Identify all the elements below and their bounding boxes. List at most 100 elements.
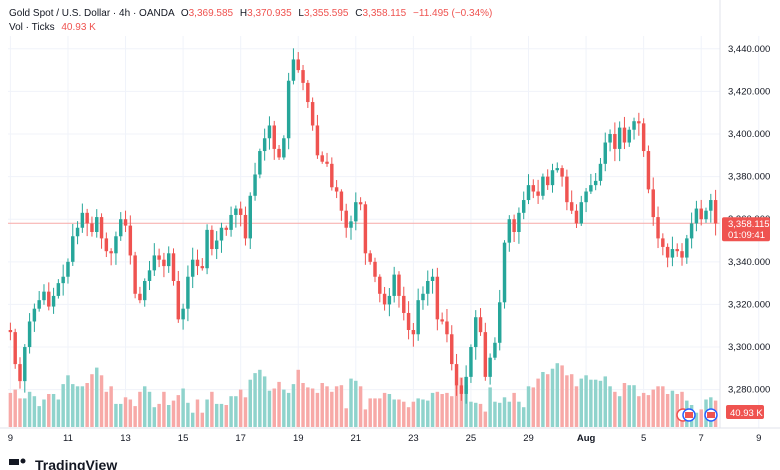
volume-bar	[464, 385, 468, 427]
candle-body	[502, 242, 507, 303]
volume-bar	[75, 386, 80, 427]
candle-body	[23, 347, 27, 382]
volume-bar	[402, 401, 406, 427]
volume-bar	[344, 408, 348, 427]
volume-bar	[195, 399, 200, 427]
candle-body	[109, 251, 113, 254]
candle-body	[42, 291, 46, 301]
volume-bar	[497, 402, 502, 427]
volume-bar	[574, 386, 579, 427]
volume-bar	[186, 402, 190, 427]
y-tick-label: 3,280.000	[728, 385, 770, 396]
volume-bar	[205, 399, 209, 427]
candle-body	[387, 295, 392, 305]
volume-indicator-label[interactable]: Vol · Ticks	[9, 22, 55, 33]
volume-bar	[560, 365, 564, 427]
candle-body	[119, 219, 123, 237]
volume-bar	[550, 368, 555, 427]
candle-body	[402, 295, 406, 313]
candle-body	[104, 238, 109, 252]
candle-body	[267, 125, 272, 139]
candle-body	[474, 317, 478, 348]
open-value: 3,369.585	[189, 8, 234, 19]
candle-body	[694, 208, 699, 224]
candle-body	[214, 240, 219, 250]
candle-body	[133, 255, 137, 294]
candle-body	[51, 295, 56, 307]
legend: Gold Spot / U.S. Dollar · 4h · OANDA O3,…	[9, 8, 492, 33]
x-tick-label: 15	[178, 433, 189, 444]
volume-bar	[248, 379, 252, 427]
candle-body	[32, 308, 37, 322]
volume-bar	[80, 386, 85, 427]
volume-bar	[56, 399, 61, 427]
volume-bar	[459, 377, 464, 427]
candle-body	[435, 276, 440, 320]
volume-indicator-value: 40.93 K	[61, 22, 96, 33]
candle-body	[593, 180, 598, 186]
candle-body	[373, 261, 377, 277]
candle-body	[469, 347, 473, 377]
volume-bar	[315, 392, 320, 427]
candle-body	[680, 251, 684, 258]
high-label: H	[240, 8, 247, 19]
candle-body	[253, 174, 257, 196]
volume-bar	[555, 363, 560, 427]
volume-bar	[18, 398, 22, 427]
volume-bar	[296, 369, 300, 427]
volume-bar	[291, 384, 296, 427]
tradingview-logo[interactable]: TradingView	[9, 457, 117, 470]
volume-bar	[61, 384, 65, 427]
candle-body	[306, 82, 310, 103]
candle-body	[282, 138, 286, 158]
volume-bar	[368, 398, 372, 427]
volume-bar	[627, 385, 631, 427]
volume-bar	[277, 381, 281, 427]
volume-bar	[32, 396, 37, 427]
candle-body	[574, 210, 579, 224]
symbol-title[interactable]: Gold Spot / U.S. Dollar · 4h · OANDA	[9, 8, 175, 19]
candle-body	[459, 385, 464, 394]
volume-bar	[71, 384, 75, 427]
change-value: −11.495 (−0.34%)	[413, 8, 492, 19]
volume-bar	[521, 407, 526, 427]
x-tick-label: 17	[235, 433, 246, 444]
volume-bar	[478, 403, 483, 427]
volume-bar	[114, 403, 118, 427]
volume-bar	[166, 405, 171, 427]
volume-bar	[152, 407, 157, 427]
volume-bar	[584, 375, 588, 427]
candle-body	[224, 227, 229, 230]
candle-body	[368, 253, 372, 262]
time-axis[interactable]: 9111315171921232529Aug579111315	[8, 433, 780, 444]
x-tick-label: 29	[523, 433, 534, 444]
volume-bar	[641, 392, 646, 427]
candle-body	[464, 376, 468, 394]
volume-bar	[541, 372, 545, 427]
volume-bar	[387, 394, 392, 427]
volume-bar	[234, 396, 238, 427]
candle-body	[190, 259, 195, 277]
candle-body	[637, 121, 641, 124]
volume-label: 40.93 K	[726, 405, 764, 419]
volume-bar	[382, 392, 387, 427]
open-label: O	[181, 8, 189, 19]
earnings-event-markers[interactable]	[676, 408, 718, 422]
volume-bar	[23, 398, 27, 427]
volume-bar	[608, 386, 612, 427]
x-tick-label: 25	[466, 433, 477, 444]
candle-body	[411, 330, 416, 335]
candle-body	[445, 321, 449, 335]
candle-body	[713, 200, 718, 224]
volume-bar	[51, 394, 56, 427]
volume-bar	[517, 401, 521, 427]
candle-body	[665, 246, 670, 258]
volume-bar	[613, 391, 617, 427]
volume-bar	[229, 396, 233, 427]
volume-bar	[426, 400, 430, 427]
volume-bar	[363, 409, 368, 427]
volume-bar	[526, 386, 531, 427]
y-tick-label: 3,340.000	[728, 257, 770, 268]
candle-body	[670, 249, 675, 258]
